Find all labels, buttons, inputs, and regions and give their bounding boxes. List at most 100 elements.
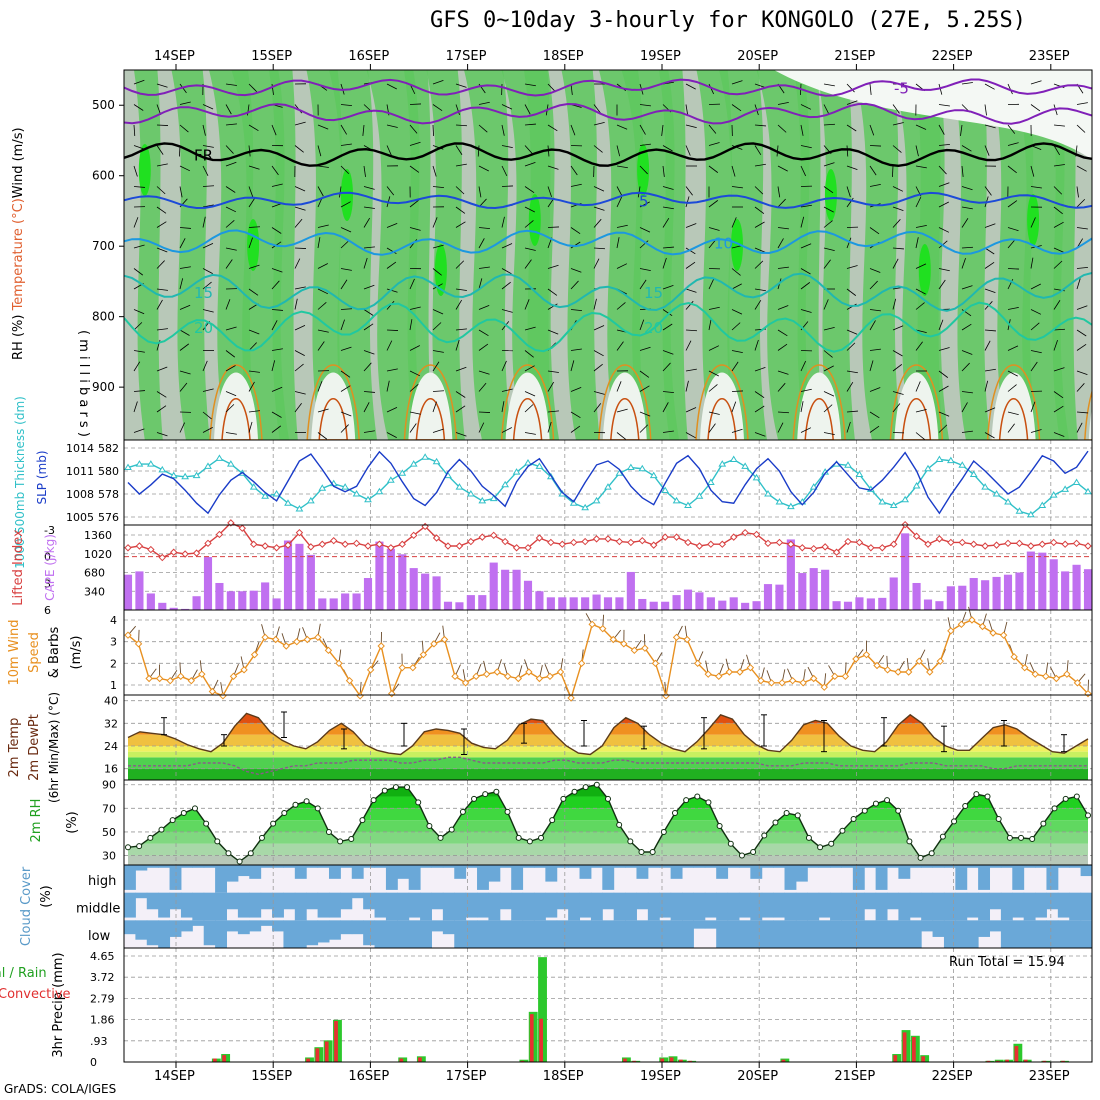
- wind-barb: [432, 80, 444, 85]
- data-point: [581, 537, 589, 546]
- wind-barb: [938, 201, 949, 208]
- wind-barb: [662, 145, 673, 152]
- rh-band: [128, 808, 1088, 821]
- panel-ylabel: 2m Temp: [7, 718, 22, 778]
- wind-barb: [616, 165, 628, 169]
- wind-barb: [892, 145, 902, 153]
- wind-barb: [156, 288, 168, 291]
- cape-bar: [501, 569, 510, 610]
- cape-bar: [478, 595, 487, 610]
- data-point: [630, 646, 639, 655]
- cloud-cell: [135, 920, 148, 940]
- wind-barb: [938, 385, 949, 392]
- wind-barb: [478, 305, 490, 310]
- data-point: [581, 503, 590, 511]
- temp-band: [128, 734, 1088, 746]
- wind-barb: [777, 305, 789, 310]
- rh-dry-area: [214, 372, 258, 440]
- wind-barb: [731, 428, 743, 433]
- cloud-cell: [488, 865, 501, 882]
- cape-bar: [1083, 569, 1093, 610]
- cape-bar: [318, 598, 327, 610]
- wind-barb: [777, 411, 790, 414]
- rh-moist-area: [306, 70, 345, 440]
- wind-barb: [616, 341, 624, 351]
- wind-barb: [202, 411, 212, 420]
- data-point: [844, 537, 852, 546]
- data-point: [155, 674, 164, 683]
- data-point: [981, 542, 989, 550]
- wind-barb: [708, 384, 718, 392]
- wind-barb: [593, 258, 600, 269]
- wind-barb: [685, 432, 696, 439]
- data-point: [577, 659, 586, 668]
- cloud-cell: [420, 892, 432, 921]
- data-point: [1029, 836, 1036, 843]
- temp-band: [128, 713, 1088, 724]
- wind-barb: [892, 403, 901, 413]
- cloud-cell: [761, 892, 774, 918]
- rh-band: [128, 843, 1088, 856]
- cloud-cell: [499, 892, 512, 910]
- y-tick-label: 50: [102, 826, 116, 839]
- cloud-cell: [215, 920, 227, 948]
- wind-barb: [156, 163, 168, 167]
- data-point: [203, 820, 210, 827]
- wind-barb: [1007, 165, 1017, 174]
- wind-barb: [938, 143, 950, 146]
- wind-barb: [225, 206, 237, 213]
- wind-barb: [524, 326, 536, 331]
- contour-label: 20: [644, 319, 663, 337]
- wind-barb: [1053, 405, 1064, 413]
- cloud-cell: [966, 865, 979, 868]
- wind-barb: [731, 80, 743, 85]
- contour-label: 10: [714, 235, 733, 253]
- isotherm-line: [124, 272, 1092, 312]
- rh-moist-area: [171, 70, 210, 440]
- cloud-cell: [499, 920, 512, 948]
- cloud-cell: [522, 865, 535, 868]
- rh-dry-area: [505, 372, 550, 440]
- cloud-cell: [659, 920, 672, 948]
- data-point: [671, 810, 678, 817]
- data-point: [432, 534, 441, 542]
- x-tick-label: 23SEP: [1029, 49, 1070, 64]
- wind-barb: [1030, 322, 1040, 331]
- wind-barb: [1053, 328, 1066, 331]
- y-tick-label: 0: [90, 1056, 97, 1069]
- wind-barb: [984, 407, 996, 413]
- cape-bar: [809, 568, 818, 610]
- cloud-cell: [966, 892, 979, 918]
- wind-barb: [248, 329, 260, 335]
- data-point: [419, 650, 428, 659]
- cape-bar: [203, 557, 213, 610]
- data-point: [147, 834, 154, 841]
- cloud-cell: [1057, 920, 1070, 948]
- wind-barb: [386, 329, 399, 331]
- data-point: [627, 838, 634, 845]
- wind-barb: [1053, 247, 1065, 253]
- data-point: [969, 470, 978, 477]
- wind-barb: [455, 405, 466, 413]
- data-point: [794, 812, 801, 819]
- cape-bar: [1026, 551, 1035, 610]
- wind-barb: [202, 145, 214, 148]
- y-tick-label: 700: [92, 239, 115, 253]
- wind-barb: [294, 121, 306, 126]
- wind-barb: [938, 347, 950, 351]
- wind-barb: [938, 424, 948, 433]
- panel-ylabel: (%): [65, 811, 80, 834]
- wind-barb: [1007, 423, 1015, 433]
- wind-barb: [1076, 422, 1083, 433]
- wind-barb: [1007, 142, 1019, 146]
- wind-barb: [938, 268, 950, 272]
- cloud-cell: [135, 865, 148, 871]
- wind-barb: [800, 145, 812, 149]
- wind-barb: [777, 102, 789, 105]
- wind-barb: [1076, 344, 1087, 351]
- wind-barb: [823, 123, 836, 126]
- upper-air-ylabel: RH (%) Temperature (°C)Wind (m/s): [11, 127, 26, 360]
- wind-barb: [1076, 198, 1086, 208]
- wind-barb: [455, 391, 466, 398]
- cloud-cell: [1069, 920, 1082, 948]
